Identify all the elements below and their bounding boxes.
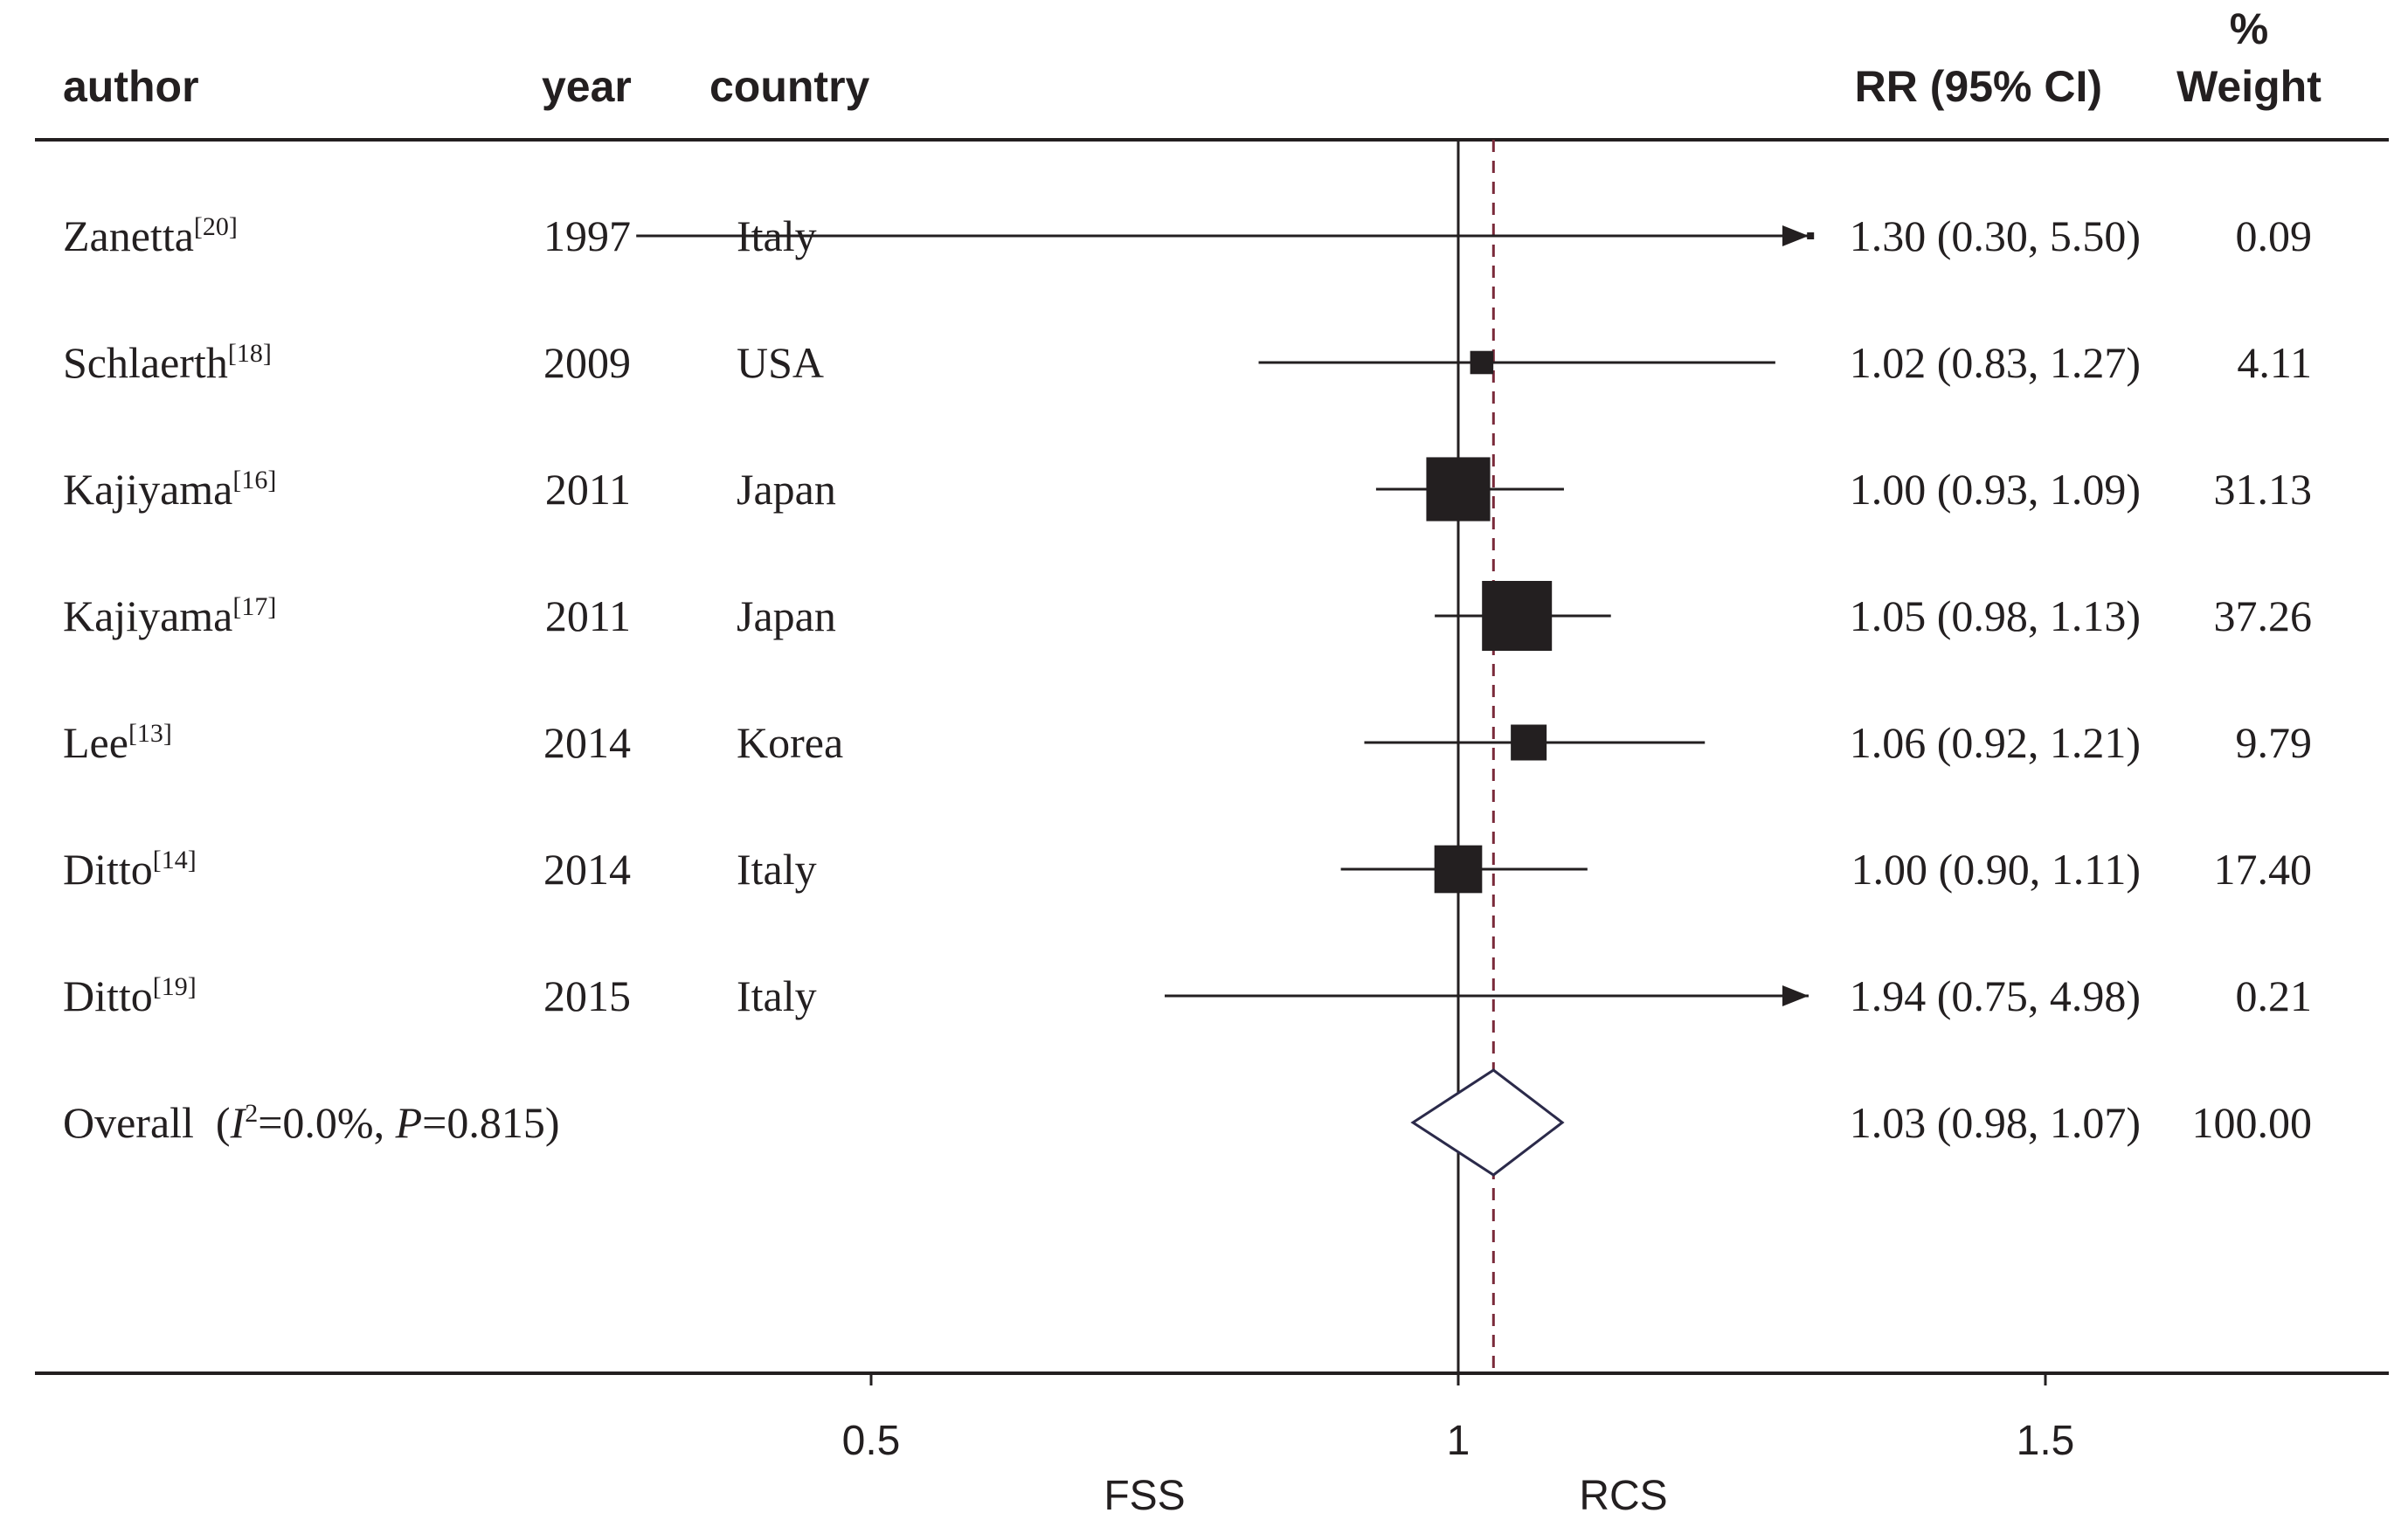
x-label-left: FSS	[1104, 1473, 1185, 1519]
x-tick-label: 0.5	[842, 1418, 901, 1464]
study-weight: 17.40	[2214, 845, 2313, 894]
effect-box	[1482, 581, 1553, 651]
study-author: Kajiyama[17]	[63, 591, 276, 640]
study-country: Japan	[737, 465, 836, 514]
overall-weight: 100.00	[2192, 1098, 2313, 1147]
overall-rr-ci: 1.03 (0.98, 1.07)	[1850, 1098, 2141, 1147]
study-country: Italy	[737, 971, 817, 1020]
x-tick-label: 1.5	[2017, 1418, 2075, 1464]
overall-label: Overall (I2=0.0%, P=0.815)	[63, 1098, 560, 1147]
study-author: Ditto[19]	[63, 971, 197, 1020]
study-year: 2015	[543, 971, 631, 1020]
x-axis: 0.5 1 1.5 FSS RCS	[842, 1373, 2075, 1519]
study-country: USA	[737, 338, 824, 387]
effect-box	[1807, 232, 1815, 239]
header-country: country	[709, 62, 870, 111]
study-author: Schlaerth[18]	[63, 338, 272, 387]
ci-arrow	[1782, 225, 1809, 246]
study-rows: Zanetta[20] 1997 Italy 1.30 (0.30, 5.50) 0.0…	[63, 211, 2312, 1147]
study-author: Zanetta[20]	[63, 211, 238, 260]
overall-diamond	[1410, 1068, 1565, 1177]
study-weight: 9.79	[2236, 718, 2313, 767]
study-weight: 0.21	[2236, 971, 2313, 1020]
plot-marks	[636, 140, 1815, 1373]
study-country: Italy	[737, 845, 817, 894]
study-weight: 0.09	[2236, 211, 2313, 260]
study-author: Ditto[14]	[63, 845, 197, 894]
study-year: 2014	[543, 718, 631, 767]
header-author: author	[63, 62, 199, 111]
study-author: Lee[13]	[63, 718, 172, 767]
study-country: Japan	[737, 591, 836, 640]
study-year: 2011	[545, 591, 631, 640]
study-weight: 37.26	[2214, 591, 2313, 640]
study-rr-ci: 1.06 (0.92, 1.21)	[1850, 718, 2141, 767]
study-rr-ci: 1.30 (0.30, 5.50)	[1850, 211, 2141, 260]
study-rr-ci: 1.02 (0.83, 1.27)	[1850, 338, 2141, 387]
study-rr-ci: 1.00 (0.93, 1.09)	[1850, 465, 2141, 514]
study-author: Kajiyama[16]	[63, 465, 276, 514]
effect-box	[1470, 350, 1494, 375]
x-label-right: RCS	[1579, 1473, 1667, 1519]
effect-box	[1511, 724, 1547, 761]
header-year: year	[542, 62, 632, 111]
study-year: 2011	[545, 465, 631, 514]
study-year: 2009	[543, 338, 631, 387]
study-year: 2014	[543, 845, 631, 894]
effect-box	[1426, 457, 1491, 522]
header-rr: RR (95% CI)	[1855, 62, 2102, 111]
study-rr-ci: 1.00 (0.90, 1.11)	[1851, 845, 2141, 894]
effect-box	[1434, 845, 1483, 894]
study-rr-ci: 1.05 (0.98, 1.13)	[1850, 591, 2141, 640]
header-weight-percent: %	[2230, 4, 2268, 53]
study-country: Korea	[737, 718, 843, 767]
ci-arrow	[1782, 985, 1809, 1006]
header-weight: Weight	[2176, 62, 2322, 111]
study-year: 1997	[543, 211, 631, 260]
study-weight: 4.11	[2237, 338, 2312, 387]
study-weight: 31.13	[2214, 465, 2313, 514]
x-tick-label: 1	[1447, 1418, 1470, 1464]
study-rr-ci: 1.94 (0.75, 4.98)	[1850, 971, 2141, 1020]
